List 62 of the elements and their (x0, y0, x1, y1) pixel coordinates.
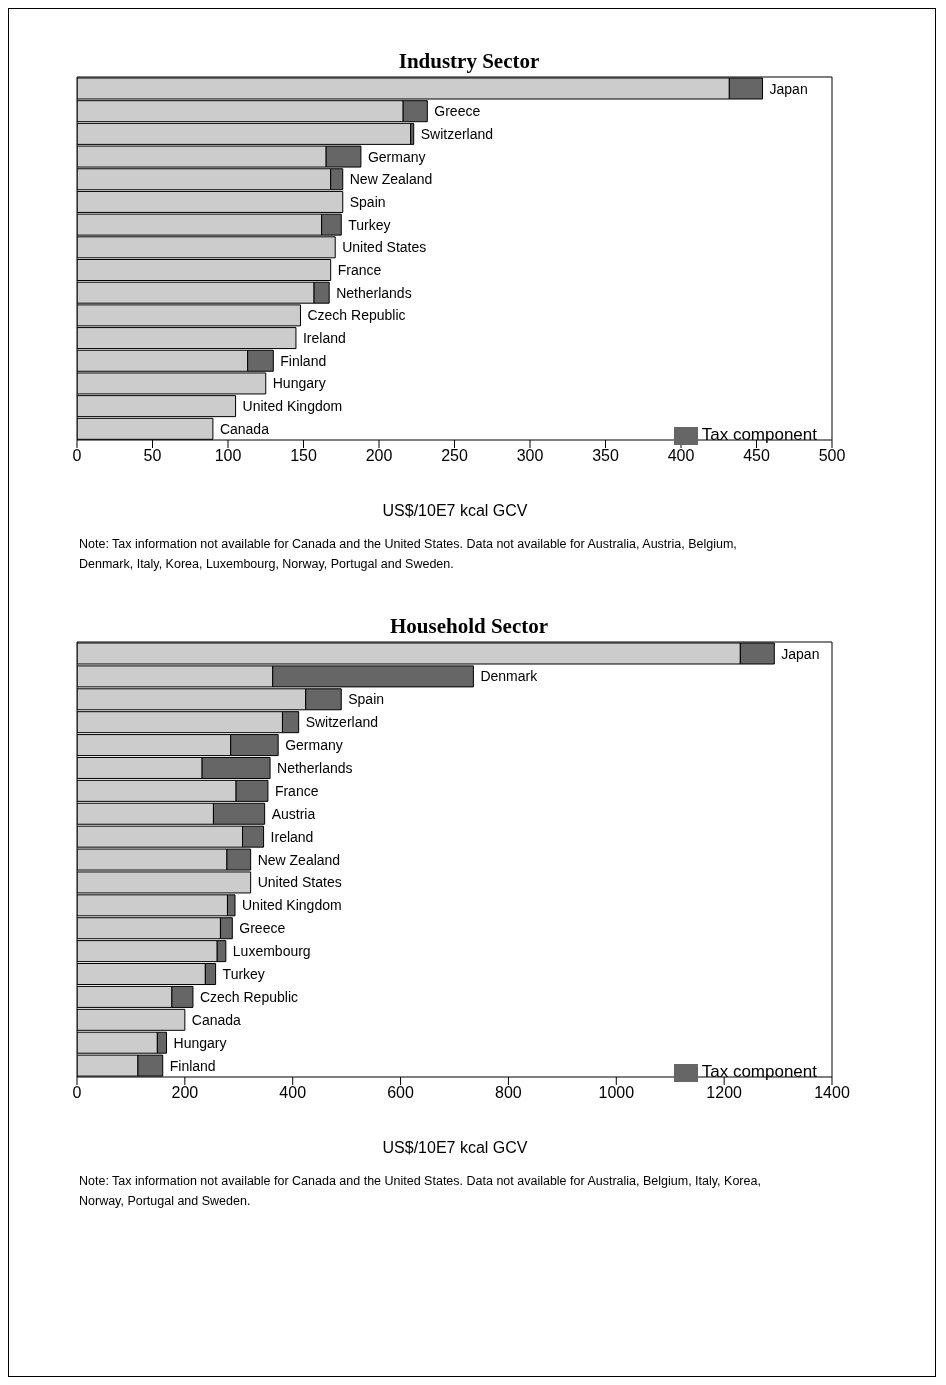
x-tick-label: 800 (495, 1084, 522, 1102)
y-tick-label: United States (342, 239, 427, 256)
x-tick-label: 100 (214, 447, 242, 465)
x-tick-label: 1200 (706, 1084, 743, 1102)
y-tick-label: Netherlands (277, 759, 353, 776)
x-tick-label: 150 (290, 447, 317, 465)
y-tick-label: Canada (191, 1011, 242, 1028)
y-tick-label: Spain (348, 691, 385, 708)
y-tick-label: Netherlands (336, 284, 412, 301)
y-tick-label: Czech Republic (307, 307, 406, 324)
y-tick-label: Germany (367, 148, 426, 165)
x-tick-label: 300 (516, 447, 544, 465)
y-tick-label: Switzerland (420, 125, 494, 142)
x-tick-label: 600 (387, 1084, 415, 1102)
y-tick-label: Turkey (222, 966, 265, 983)
y-tick-label: United States (257, 874, 342, 891)
y-tick-label: France (337, 262, 382, 278)
y-tick-label: Greece (239, 920, 286, 937)
y-tick-label: Luxembourg (232, 943, 311, 960)
x-tick-label: 1400 (814, 1084, 850, 1102)
y-tick-label: Hungary (272, 375, 326, 392)
y-tick-label: France (274, 782, 319, 799)
text: Note: Tax information not available for Canada and the United States. Data not available for Australia, Austria, Belgium, Denmark, Italy, Korea, Luxembourg, Norway, Portugal and Sweden. (79, 536, 738, 573)
y-tick-label: Denmark (480, 668, 539, 685)
x-tick-label: 500 (818, 447, 846, 465)
y-tick-label: United Kingdom (242, 398, 343, 415)
x-axis-title: US$/10E7 kcal GCV (381, 1139, 529, 1157)
y-tick-label: New Zealand (349, 171, 433, 188)
x-tick-label: 450 (743, 447, 770, 465)
x-tick-label: 350 (592, 447, 619, 465)
y-tick-label: Finland (280, 352, 327, 369)
y-tick-label: Germany (285, 737, 343, 754)
x-tick-label: 50 (143, 447, 162, 465)
y-tick-label: Greece (434, 103, 481, 120)
x-tick-label: 0 (72, 447, 82, 465)
y-tick-label: Ireland (270, 828, 314, 845)
y-tick-label: Austria (271, 805, 316, 822)
y-tick-label: Czech Republic (199, 988, 299, 1005)
x-tick-label: 0 (72, 1084, 82, 1102)
chart-title: Household Sector (388, 614, 550, 639)
x-tick-label: 1000 (598, 1084, 635, 1102)
y-tick-label: Finland (169, 1057, 216, 1074)
x-axis-title: US$/10E7 kcal GCV (381, 502, 529, 520)
text: Note: Tax information not available for Canada and the United States. Data not available for Australia, Belgium, Italy, Korea, Norway, Portugal and Sweden. (79, 1173, 762, 1210)
x-tick-label: 400 (279, 1084, 307, 1102)
y-tick-label: Ireland (302, 330, 346, 347)
y-tick-label: Hungary (173, 1034, 227, 1051)
y-tick-label: New Zealand (257, 851, 341, 868)
y-tick-label: Japan (769, 80, 808, 97)
y-tick-label: Switzerland (305, 714, 379, 731)
y-tick-label: Japan (781, 645, 820, 662)
y-tick-label: Spain (349, 193, 386, 210)
x-tick-label: 200 (365, 447, 393, 465)
legend-label: Tax component (701, 425, 817, 445)
y-tick-label: Canada (219, 420, 270, 437)
y-tick-label: United Kingdom (242, 897, 342, 914)
y-tick-label: Turkey (348, 216, 391, 233)
x-tick-label: 250 (441, 447, 468, 465)
x-tick-label: 200 (171, 1084, 199, 1102)
x-tick-label: 400 (667, 447, 695, 465)
legend-label: Tax component (701, 1062, 817, 1082)
chart-title: Industry Sector (397, 49, 541, 74)
